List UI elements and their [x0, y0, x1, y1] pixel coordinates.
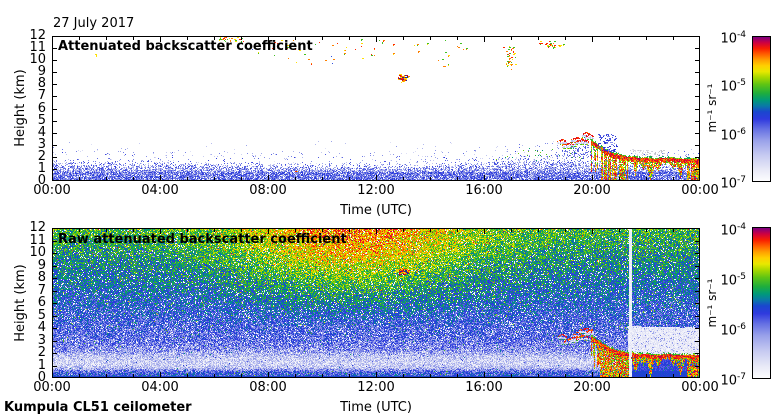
- y-tick-label: 8: [37, 76, 46, 92]
- y-tick-label: 1: [37, 357, 46, 373]
- colorbar-tick-label: 10-6: [720, 126, 746, 143]
- colorbar-top: [752, 36, 771, 182]
- y-tick-label: 9: [37, 257, 46, 273]
- y-tick-label: 5: [37, 307, 46, 323]
- colorbar-bottom: [752, 227, 771, 379]
- y-tick-label: 6: [37, 100, 46, 116]
- y-tick-label: 4: [37, 124, 46, 140]
- y-tick-label: 7: [37, 282, 46, 298]
- colorbar-tick-label: 10-7: [720, 175, 746, 192]
- y-tick-label: 0: [37, 370, 46, 385]
- y-tick-label: 2: [37, 148, 46, 164]
- colorbar-tick-label: 10-4: [720, 222, 746, 239]
- x-tick-label: 12:00: [357, 183, 395, 198]
- y-tick-label: 3: [37, 332, 46, 348]
- attenuated-backscatter-heatmap: [52, 36, 700, 181]
- y-tick-label: 0: [37, 173, 46, 188]
- x-tick-label: 20:00: [573, 183, 611, 198]
- y-tick-label: 10: [29, 52, 46, 68]
- colorbar-tick-label: 10-5: [720, 78, 746, 95]
- x-tick-label: 12:00: [357, 380, 395, 395]
- colorbar-tick-label: 10-4: [720, 30, 746, 47]
- x-tick-label: 04:00: [141, 380, 179, 395]
- y-tick-label: 12: [29, 28, 46, 43]
- x-tick-label: 16:00: [465, 380, 503, 395]
- y-tick-label: 7: [37, 88, 46, 104]
- x-tick-label: 04:00: [141, 183, 179, 198]
- panel-title-raw: Raw attenuated backscatter coefficient: [58, 232, 347, 247]
- y-tick-label: 5: [37, 112, 46, 128]
- y-tick-label: 11: [29, 232, 46, 248]
- x-axis-label-bottom: Time (UTC): [340, 400, 412, 415]
- instrument-label: Kumpula CL51 ceilometer: [4, 400, 192, 415]
- date-title: 27 July 2017: [53, 16, 135, 31]
- raw-attenuated-backscatter-heatmap: [52, 228, 700, 378]
- x-tick-label: 00:00: [33, 183, 71, 198]
- colorbar-tick-label: 10-5: [720, 272, 746, 289]
- x-tick-label: 16:00: [465, 183, 503, 198]
- y-tick-label: 10: [29, 245, 46, 260]
- x-tick-label: 00:00: [681, 183, 719, 198]
- y-tick-label: 12: [29, 220, 46, 235]
- y-tick-label: 2: [37, 345, 46, 360]
- colorbar-tick-label: 10-6: [720, 322, 746, 339]
- y-tick-label: 4: [37, 320, 46, 335]
- x-tick-label: 00:00: [33, 380, 71, 395]
- y-tick-label: 3: [37, 136, 46, 152]
- y-tick-label: 11: [29, 40, 46, 56]
- x-tick-label: 00:00: [681, 380, 719, 395]
- colorbar-tick-label: 10-7: [720, 372, 746, 389]
- y-tick-label: 1: [37, 160, 46, 176]
- y-tick-label: 9: [37, 64, 46, 80]
- panel-title-attenuated: Attenuated backscatter coefficient: [58, 39, 313, 54]
- x-axis-label-top: Time (UTC): [340, 203, 412, 218]
- y-tick-label: 6: [37, 295, 46, 310]
- x-tick-label: 20:00: [573, 380, 611, 395]
- y-tick-label: 8: [37, 270, 46, 285]
- x-tick-label: 08:00: [249, 183, 287, 198]
- x-tick-label: 08:00: [249, 380, 287, 395]
